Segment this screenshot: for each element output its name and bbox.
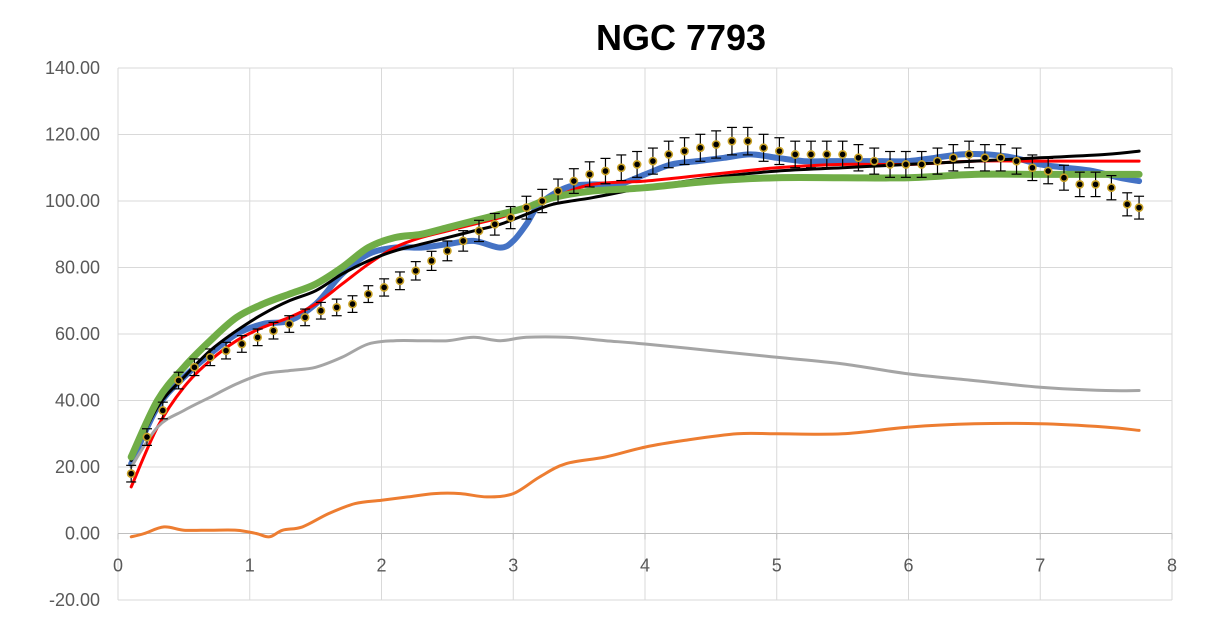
observed-point [917, 160, 927, 169]
observed-point [411, 266, 421, 276]
observed-point [743, 136, 753, 146]
x-tick-label: 6 [903, 556, 913, 576]
observed-point [711, 140, 721, 149]
observed-point [585, 169, 595, 179]
observed-point [190, 362, 199, 372]
series-layer [127, 149, 1143, 539]
y-tick-label: 0.00 [65, 524, 100, 544]
observed-point [1043, 166, 1053, 176]
x-tick-label: 7 [1035, 556, 1045, 576]
observed-point [854, 153, 863, 163]
observed-point [363, 289, 373, 299]
y-tick-label: 120.00 [45, 125, 100, 145]
series-line-4 [129, 335, 1141, 469]
y-tick-label: 40.00 [55, 391, 100, 411]
observed-point [332, 302, 342, 312]
observed-point [996, 153, 1006, 163]
observed-point [253, 332, 263, 342]
observed-point [126, 469, 136, 479]
observed-point [284, 319, 294, 329]
series-line-3 [127, 170, 1143, 461]
observed-point [822, 150, 832, 159]
observed-point [300, 312, 310, 322]
series-line-2 [129, 149, 1141, 462]
x-tick-label: 5 [772, 556, 782, 576]
observed-point [885, 160, 895, 169]
observed-point [506, 213, 516, 223]
observed-point [1091, 179, 1100, 189]
observed-point [648, 156, 658, 166]
observed-point [601, 166, 610, 176]
observed-point [838, 150, 848, 159]
x-tick-label: 8 [1167, 556, 1177, 576]
observed-point [869, 156, 879, 166]
observed-point [948, 153, 958, 163]
observed-point [680, 146, 689, 156]
x-tick-label: 1 [245, 556, 255, 576]
observed-point [695, 143, 705, 153]
observed-point [490, 219, 500, 229]
observed-point [569, 176, 579, 186]
observed-point [759, 143, 768, 153]
y-tick-label: 80.00 [55, 258, 100, 278]
x-tick-label: 2 [376, 556, 386, 576]
y-tick-label: 60.00 [55, 324, 100, 344]
series-line-0 [128, 151, 1143, 467]
observed-point [553, 186, 563, 196]
observed-point [790, 150, 800, 159]
chart-title: NGC 7793 [596, 17, 766, 58]
observed-point [237, 339, 247, 349]
observed-point [458, 236, 468, 246]
observed-point [664, 150, 674, 159]
observed-point [395, 276, 405, 286]
observed-point [1059, 173, 1069, 183]
observed-point [1134, 203, 1144, 213]
observed-point [616, 163, 626, 173]
observed-point [269, 326, 278, 336]
observed-point [221, 346, 231, 356]
observed-point [1075, 179, 1085, 189]
observed-point [980, 153, 990, 163]
observed-point [727, 136, 737, 146]
x-tick-label: 0 [113, 556, 123, 576]
observed-point [1027, 163, 1037, 173]
axis-layer: 0 1 2 3 4 5 6 7 8 -20.00 0.00 20.00 40.00 60.00 80.00 1… [45, 58, 1177, 610]
observed-point [1122, 199, 1132, 209]
observed-point [537, 196, 547, 206]
observed-point [522, 203, 531, 213]
observed-point [774, 146, 784, 156]
observed-point [1106, 183, 1116, 193]
y-tick-label: 140.00 [45, 58, 100, 78]
observed-point [442, 246, 452, 256]
series-line-5 [129, 421, 1141, 539]
observed-point [142, 432, 152, 442]
y-tick-label: 20.00 [55, 457, 100, 477]
observed-point [158, 406, 168, 415]
y-tick-label: -20.00 [49, 590, 100, 610]
observed-point [632, 160, 642, 169]
y-tick-label: 100.00 [45, 191, 100, 211]
x-tick-label: 4 [640, 556, 650, 576]
observed-point [379, 283, 389, 292]
observed-point [348, 299, 357, 309]
observed-point [933, 156, 942, 166]
observed-point [205, 352, 215, 362]
x-tick-label: 3 [508, 556, 518, 576]
observed-point [1012, 156, 1021, 166]
observed-point [901, 160, 911, 169]
observed-point-layer [126, 136, 1144, 479]
observed-point [427, 256, 436, 266]
observed-point [964, 150, 974, 159]
observed-point [316, 306, 326, 316]
observed-point [174, 376, 184, 385]
observed-point [474, 226, 484, 236]
observed-point [806, 150, 816, 159]
